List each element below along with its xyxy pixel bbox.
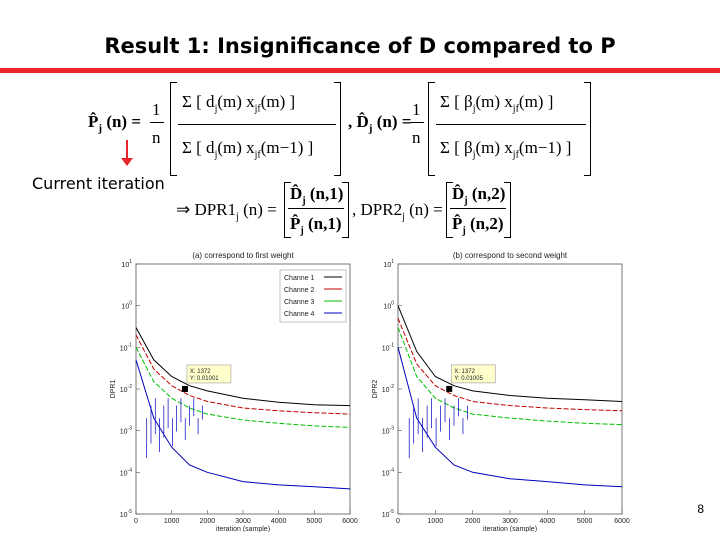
y-tick-label: 101 xyxy=(383,259,394,269)
x-tick-label: 1000 xyxy=(164,518,180,525)
series-line-3 xyxy=(397,327,623,426)
d-numerator: Σ [ βj(m) xjf(m) ] xyxy=(440,92,554,115)
y-axis-label: DPR2 xyxy=(372,380,379,399)
page-number: 8 xyxy=(697,502,704,516)
chart-title: (a) correspond to first weight xyxy=(192,251,294,260)
datatip-y: Y: 0.01001 xyxy=(190,376,219,382)
x-axis-label: iteration (sample) xyxy=(483,526,537,532)
x-tick-label: 3000 xyxy=(235,518,251,525)
slide-title: Result 1: Insignificance of D compared t… xyxy=(104,34,616,58)
y-tick-label: 10-5 xyxy=(382,509,394,519)
plot-frame xyxy=(397,263,623,515)
y-tick-label: 10-1 xyxy=(120,342,132,352)
legend-label: Channe 1 xyxy=(284,275,314,282)
datatip-box xyxy=(450,364,496,384)
y-axis-label: DPR1 xyxy=(110,380,117,399)
y-tick-label: 10-4 xyxy=(120,467,132,477)
legend-label: Channe 3 xyxy=(284,299,314,306)
x-tick-label: 5000 xyxy=(307,518,323,525)
y-tick-label: 100 xyxy=(121,301,132,311)
chart-b: (b) correspond to second weight 101 100 10-… xyxy=(372,251,630,532)
d-hat-symbol: , D̂j (n) = xyxy=(348,112,412,135)
series-line-3 xyxy=(135,347,351,428)
p-denominator: Σ [ dj(m) xjf(m−1) ] xyxy=(182,138,314,161)
legend-label: Channe 4 xyxy=(284,311,314,318)
y-tick-label: 10-3 xyxy=(120,426,132,436)
series-line-2 xyxy=(397,318,623,412)
x-tick-label: 1000 xyxy=(428,518,444,525)
datatip-marker xyxy=(181,385,188,392)
x-tick-label: 0 xyxy=(134,518,138,525)
chart-panel-a: (a) correspond to first weight 101 100 10-1… xyxy=(108,248,358,532)
x-tick-label: 3000 xyxy=(502,518,518,525)
series-line-1 xyxy=(397,305,623,402)
current-iteration-label: Current iteration xyxy=(32,174,165,193)
annotation-arrow xyxy=(126,140,128,160)
x-tick-label: 2000 xyxy=(465,518,481,525)
dpr2-label: , DPR2j (n) = xyxy=(352,200,443,223)
x-tick-label: 4000 xyxy=(540,518,556,525)
d-denominator: Σ [ βj(m) xjf(m−1) ] xyxy=(440,138,572,161)
chart-a: (a) correspond to first weight 101 100 10-1… xyxy=(110,251,358,532)
y-tick-label: 10-2 xyxy=(382,384,394,394)
y-tick-label: 10-1 xyxy=(382,342,394,352)
title-rule xyxy=(0,68,720,73)
datatip-y: Y: 0.01005 xyxy=(454,376,483,382)
p-numerator: Σ [ dj(m) xjf(m) ] xyxy=(182,92,296,115)
x-tick-label: 5000 xyxy=(577,518,593,525)
x-tick-label: 2000 xyxy=(200,518,216,525)
p-hat-symbol: P̂j (n) = xyxy=(88,112,142,135)
series-line-2 xyxy=(135,334,351,415)
annotation-arrowhead xyxy=(121,158,133,166)
datatip-marker xyxy=(446,385,453,392)
datatip-x: X: 1372 xyxy=(454,369,475,375)
x-tick-label: 0 xyxy=(396,518,400,525)
datatip-x: X: 1372 xyxy=(190,369,211,375)
chart-title: (b) correspond to second weight xyxy=(453,251,568,260)
series-line-1 xyxy=(135,327,351,407)
y-tick-label: 10-4 xyxy=(382,467,394,477)
datatip-box xyxy=(186,364,232,384)
x-tick-label: 6000 xyxy=(342,518,358,525)
y-tick-label: 100 xyxy=(383,301,394,311)
y-tick-label: 10-2 xyxy=(120,384,132,394)
x-tick-label: 4000 xyxy=(271,518,287,525)
y-tick-label: 10-5 xyxy=(120,509,132,519)
x-tick-label: 6000 xyxy=(614,518,630,525)
y-tick-label: 101 xyxy=(121,259,132,269)
chart-panel-b: (b) correspond to second weight 101 100 10-… xyxy=(370,248,630,532)
y-tick-label: 10-3 xyxy=(382,426,394,436)
x-axis-label: iteration (sample) xyxy=(216,526,270,532)
legend-label: Channe 2 xyxy=(284,287,314,294)
dpr1-label: ⇒ DPR1j (n) = xyxy=(176,200,277,223)
